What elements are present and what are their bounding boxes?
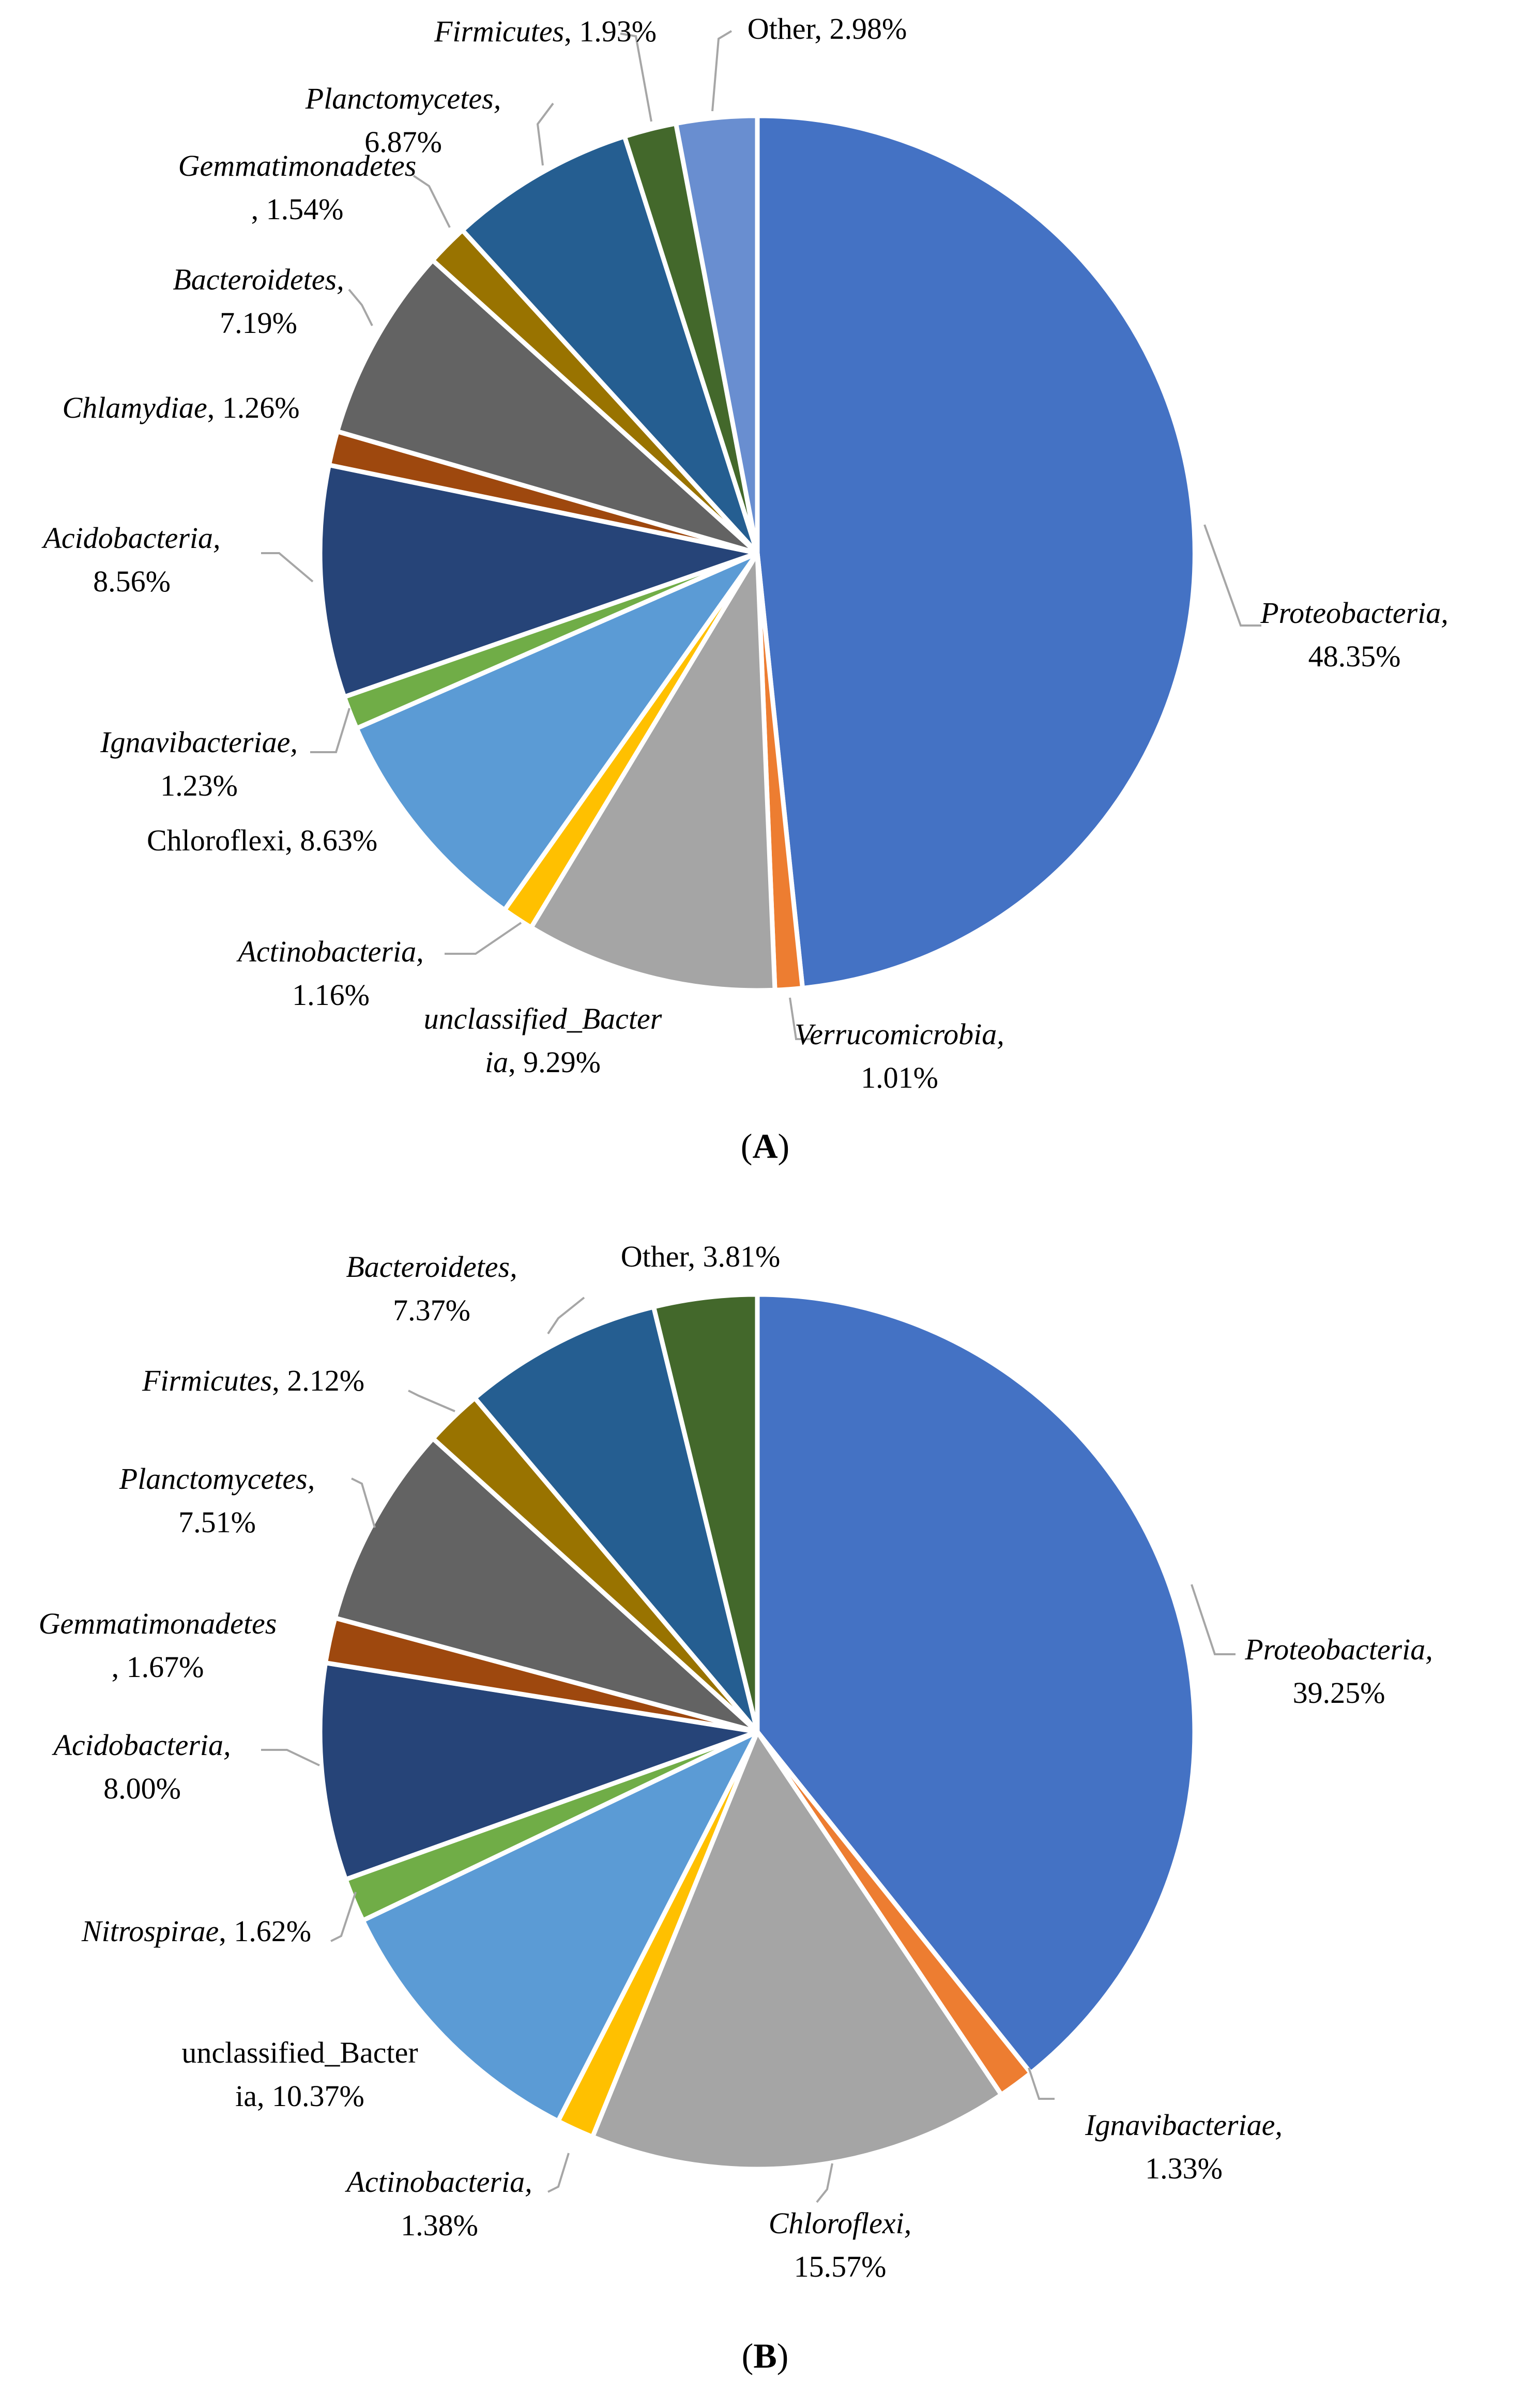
pie-b-leader-line-chloroflexi bbox=[816, 2163, 833, 2203]
pie-a-label-planctomycetes: Planctomycetes, 6.87% bbox=[305, 82, 501, 159]
pie-b-label-acidobacteria: Acidobacteria, 8.00% bbox=[51, 1728, 231, 1805]
pie-a-label-unclassified-bacteria: unclassified_Bacter ia, 9.29% bbox=[424, 1002, 662, 1079]
pie-b-slice-acidobacteria bbox=[317, 1660, 760, 1882]
pie-b-slice-unclassified-bacteria bbox=[360, 1729, 760, 2124]
pie-a-slice-chloroflexi bbox=[354, 551, 760, 912]
pie-a-label-ignavibacteriae: Ignavibacteriae, 1.23% bbox=[100, 725, 298, 802]
pie-b-label-nitrospirae: Nitrospirae, 1.62% bbox=[81, 1914, 311, 1948]
pie-b-label-other: Other, 3.81% bbox=[621, 1240, 781, 1273]
pie-a-slice-planctomycetes bbox=[460, 134, 760, 556]
pie-a-label-chlamydiae: Chlamydiae, 1.26% bbox=[62, 391, 299, 424]
pie-a-slice-bacteroidetes bbox=[334, 257, 760, 556]
pie-a-leader-line-planctomycetes bbox=[536, 102, 554, 166]
pie-a-label-bacteroidetes: Bacteroidetes, 7.19% bbox=[173, 263, 344, 340]
pie-a-leader-line-gemmatimonadetes bbox=[413, 175, 451, 228]
pie-b-leader-line-firmicutes bbox=[408, 1390, 455, 1412]
pie-a-label-actinobacteria: Actinobacteria, 1.16% bbox=[236, 935, 423, 1012]
pie-a-label-proteobacteria: Proteobacteria, 48.35% bbox=[1260, 596, 1448, 673]
pie-a-label-acidobacteria: Acidobacteria, 8.56% bbox=[41, 521, 220, 598]
pie-a-leader-line-firmicutes bbox=[620, 33, 652, 122]
pie-b-slice-bacteroidetes bbox=[472, 1304, 760, 1734]
pie-b-label-chloroflexi: Chloroflexi, 15.57% bbox=[769, 2206, 912, 2283]
pie-b-label-ignavibacteriae: Ignavibacteriae, 1.33% bbox=[1085, 2108, 1283, 2185]
pie-a-leader-line-ignavibacteriae bbox=[310, 708, 350, 753]
pie-b-label-actinobacteria: Actinobacteria, 1.38% bbox=[344, 2165, 532, 2242]
pie-a-label-firmicutes: Firmicutes, 1.93% bbox=[434, 14, 657, 48]
pie-chart-b: Proteobacteria, 39.25% Ignavibacteriae, 1.3… bbox=[39, 1240, 1433, 2375]
pie-b-label-bacteroidetes: Bacteroidetes, 7.37% bbox=[346, 1250, 517, 1327]
pie-a-slice-unclassified-bacteria bbox=[529, 551, 777, 993]
pie-b-slice-other bbox=[651, 1292, 760, 1734]
pie-b-label-planctomycetes: Planctomycetes, 7.51% bbox=[119, 1462, 315, 1539]
pie-b-leader-line-planctomycetes bbox=[351, 1477, 376, 1528]
pie-b-slice-chloroflexi bbox=[590, 1729, 1004, 2172]
pie-b-leader-line-proteobacteria bbox=[1191, 1584, 1236, 1655]
pie-a-label-other: Other, 2.98% bbox=[748, 12, 907, 45]
pie-a-slice-proteobacteria bbox=[755, 113, 1197, 990]
pie-a-leader-line-verrucomicrobia bbox=[789, 997, 812, 1040]
pie-a-leader-line-acidobacteria bbox=[261, 552, 314, 583]
pie-b-leader-line-ignavibacteriae bbox=[1028, 2067, 1055, 2100]
pie-b-label-unclassified-bacteria: unclassified_Bacter ia, 10.37% bbox=[181, 2036, 418, 2113]
pie-a-leader-line-actinobacteria bbox=[445, 922, 522, 955]
pie-b-label-proteobacteria: Proteobacteria, 39.25% bbox=[1244, 1633, 1433, 1710]
pie-a-label-chloroflexi: Chloroflexi, 8.63% bbox=[147, 824, 377, 857]
pie-b-leader-line-actinobacteria bbox=[547, 2153, 570, 2193]
pie-a-slice-acidobacteria bbox=[317, 463, 760, 699]
pie-b-leader-line-nitrospirae bbox=[330, 1892, 357, 1942]
pie-a-label-gemmatimonadetes: Gemmatimonadetes, 1.54% bbox=[178, 149, 417, 226]
pie-a-slice-other bbox=[674, 113, 760, 556]
pie-a-caption: (A) bbox=[741, 1126, 789, 1166]
pie-chart-a: Proteobacteria, 48.35% Verrucomicrobia, 1.0… bbox=[41, 12, 1448, 1166]
pie-a-leader-line-proteobacteria bbox=[1203, 524, 1261, 627]
pie-b-label-firmicutes: Firmicutes, 2.12% bbox=[142, 1364, 364, 1397]
pie-b-leader-line-acidobacteria bbox=[261, 1749, 320, 1766]
pie-b-label-gemmatimonadetes: Gemmatimonadetes, 1.67% bbox=[39, 1607, 277, 1684]
pie-b-leader-line-bacteroidetes bbox=[547, 1297, 585, 1335]
pie-a-leader-line-bacteroidetes bbox=[348, 288, 373, 326]
pie-a-leader-line-other bbox=[711, 30, 733, 112]
pie-b-slice-proteobacteria bbox=[755, 1292, 1197, 2076]
pie-b-caption: (B) bbox=[742, 2336, 789, 2375]
pie-a-label-verrucomicrobia: Verrucomicrobia, 1.01% bbox=[795, 1017, 1004, 1094]
